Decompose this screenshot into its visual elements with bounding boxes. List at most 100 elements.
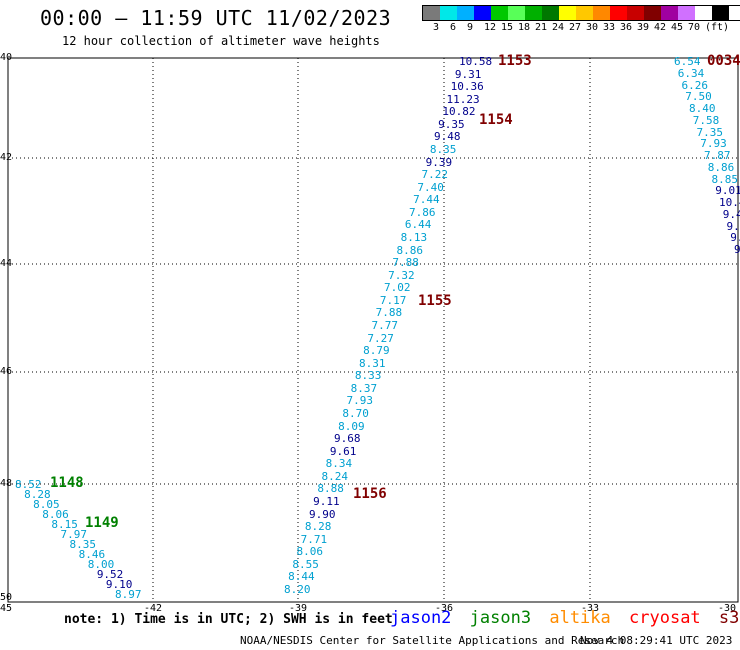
graticule xyxy=(8,58,738,602)
legend-label: 45 xyxy=(671,22,684,33)
wave-height-value: 7.97 xyxy=(60,528,87,541)
wave-height-value: 9.01 xyxy=(715,184,740,198)
wave-height-value: 7.86 xyxy=(409,205,436,219)
legend-swatch xyxy=(508,6,525,20)
wave-height-value: 8.46 xyxy=(78,548,106,561)
legend-label: 33 xyxy=(603,22,616,33)
wave-height-value: 7.87 xyxy=(704,149,731,162)
wave-height-value: 8.44 xyxy=(288,570,315,584)
wave-height-value: 8.20 xyxy=(284,583,311,596)
wave-height-value: 7.22 xyxy=(421,168,449,182)
wave-height-value: 10.36 xyxy=(450,80,484,94)
legend-label: 39 xyxy=(637,22,650,33)
wave-height-value: 10.44 xyxy=(719,196,740,209)
legend-labels: 3 6 9 12 15 18 21 24 27 30 33 36 39 42 45 70 (ft) xyxy=(422,21,740,35)
satellite-altika: altika xyxy=(549,608,611,628)
legend-swatch xyxy=(491,6,508,20)
lon-label-42: -42 xyxy=(144,603,163,614)
lat-label-48: 48 xyxy=(0,478,13,489)
legend-label: 6 xyxy=(450,22,457,33)
wave-height-value: 10.58 xyxy=(459,55,493,68)
wave-height-value: 7.77 xyxy=(371,319,399,332)
legend-swatch xyxy=(542,6,559,20)
wave-height-value: 8.35 xyxy=(429,143,457,156)
wave-height-value: 7.93 xyxy=(346,394,374,408)
pass-label-1156: 1156 xyxy=(353,486,387,502)
wave-height-value: 6.34 xyxy=(677,66,705,80)
legend-swatch xyxy=(457,6,474,20)
legend-swatch xyxy=(423,6,440,20)
satellite-s3a: s3a xyxy=(718,608,740,628)
satellite-cryosat: cryosat xyxy=(629,608,701,628)
wave-height-value: 8.37 xyxy=(350,381,378,395)
pass-label-1154: 1154 xyxy=(479,112,513,128)
wave-height-value: 8.40 xyxy=(689,102,716,115)
wave-height-value: 9 xyxy=(734,243,740,256)
legend-label: 21 xyxy=(535,22,548,33)
legend-swatch xyxy=(627,6,644,20)
satellite-jason3: jason3 xyxy=(469,608,532,628)
lon-label-30: -30 xyxy=(718,603,737,614)
satellite-jason2: jason2 xyxy=(390,608,452,628)
legend-swatch xyxy=(525,6,542,20)
wave-height-value: 8.79 xyxy=(363,344,390,358)
wave-height-value: 9.4 xyxy=(722,207,740,221)
legend-swatch xyxy=(661,6,678,20)
wave-height-value: 6.54 xyxy=(674,55,701,68)
legend-swatch xyxy=(440,6,457,20)
wave-height-value: 8.09 xyxy=(338,419,365,433)
wave-height-value: 8.70 xyxy=(342,407,369,420)
legend-swatch xyxy=(695,6,712,20)
credit-line: NOAA/NESDIS Center for Satellite Applica… xyxy=(240,634,625,647)
legend-swatch xyxy=(576,6,593,20)
wave-height-value: 9.11 xyxy=(313,495,340,508)
wave-height-value: 8.88 xyxy=(317,482,344,496)
wave-height-value: 8.34 xyxy=(325,457,353,471)
lat-label-40: 40 xyxy=(0,52,13,63)
wave-height-value: 7.88 xyxy=(375,306,403,320)
legend-label: 15 xyxy=(501,22,514,33)
wave-height-value: 6.26 xyxy=(681,78,709,92)
wave-height-value: 9.31 xyxy=(454,67,482,81)
wave-height-value: 8.31 xyxy=(359,356,386,370)
wave-height-legend: 3 6 9 12 15 18 21 24 27 30 33 36 39 42 45 70 (ft) xyxy=(422,5,740,35)
wave-height-value: 9. xyxy=(730,231,740,245)
wave-height-value: 7.58 xyxy=(692,113,720,127)
legend-swatch xyxy=(474,6,491,20)
legend-swatch xyxy=(593,6,610,20)
wave-height-value: 8.55 xyxy=(292,557,319,571)
map-title: 00:00 – 11:59 UTC 11/02/2023 xyxy=(40,6,392,30)
footer-note: note: 1) Time is in UTC; 2) SWH is in fe… xyxy=(64,612,393,627)
lon-label-45: 45 xyxy=(0,603,13,614)
wave-height-value: 7.40 xyxy=(417,180,444,194)
legend-swatch xyxy=(610,6,627,20)
wave-height-value: 7.71 xyxy=(300,532,328,546)
wave-height-value: 9.48 xyxy=(434,130,461,144)
wave-height-value: 8.28 xyxy=(304,520,332,534)
wave-height-value: 6.44 xyxy=(404,218,432,232)
wave-height-value: 8.06 xyxy=(42,508,69,521)
legend-swatch xyxy=(559,6,576,20)
wave-height-value: 7.88 xyxy=(392,256,419,270)
wave-height-value: 9.35 xyxy=(438,117,465,131)
map-border xyxy=(7,57,739,603)
wave-height-value: 8.05 xyxy=(33,498,60,511)
legend-label: 36 xyxy=(620,22,633,33)
pass-label-1149: 1149 xyxy=(85,515,119,531)
wave-height-value: 10.82 xyxy=(442,105,476,119)
lon-label-39: -39 xyxy=(289,603,308,614)
legend-label: 18 xyxy=(518,22,531,33)
legend-label: (ft) xyxy=(705,22,730,33)
legend-label: 27 xyxy=(569,22,582,33)
wave-height-value: 8.28 xyxy=(24,488,51,501)
satellite-legend: jason2 jason3 altika cryosat s3a xyxy=(390,608,740,628)
legend-label: 70 xyxy=(688,22,701,33)
pass-label-1148: 1148 xyxy=(50,475,84,491)
legend-label: 24 xyxy=(552,22,565,33)
wave-height-value: 7.44 xyxy=(413,193,440,207)
wave-height-value: 7.17 xyxy=(379,293,407,307)
wave-height-value: 7.93 xyxy=(700,137,727,151)
wave-height-value: 8.86 xyxy=(707,160,735,174)
wave-height-value: 8.15 xyxy=(51,518,78,531)
